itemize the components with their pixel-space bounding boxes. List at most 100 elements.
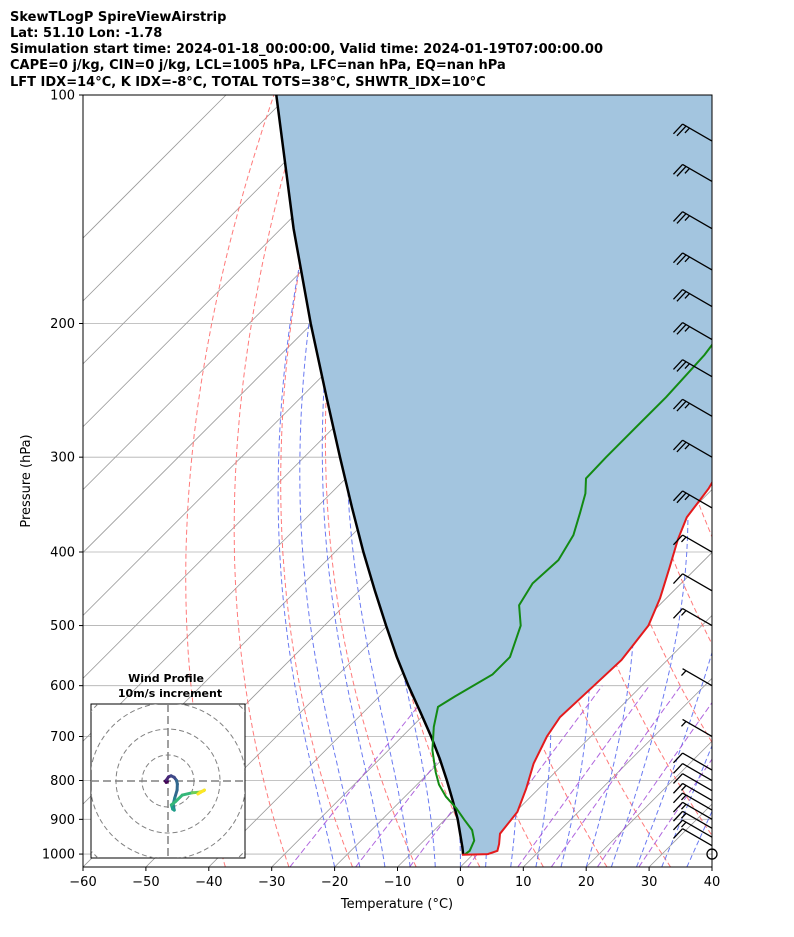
- x-tick-label: −10: [384, 875, 411, 890]
- barb-half-feather: [684, 168, 690, 174]
- barb-feather: [676, 400, 687, 412]
- wind-barb: [672, 752, 713, 771]
- temperature-line: [461, 480, 712, 856]
- barb-feather: [672, 792, 684, 804]
- isotherm-line: [523, 677, 712, 867]
- barb-feather: [672, 752, 684, 764]
- isotherm-line: [83, 95, 353, 365]
- wind-barb: [672, 359, 713, 378]
- barb-half-feather: [680, 670, 687, 676]
- barb-feather: [676, 492, 687, 504]
- mixing-ratio-line: [289, 685, 435, 867]
- barb-feather: [672, 573, 684, 585]
- wind-barb: [672, 810, 713, 829]
- barb-staff: [682, 828, 713, 847]
- barb-half-feather: [684, 127, 690, 134]
- hodograph-subtitle: 10m/s increment: [118, 687, 222, 700]
- barb-feather: [672, 123, 684, 135]
- y-tick-label: 700: [50, 730, 75, 745]
- barb-feather: [672, 828, 684, 839]
- wind-barb: [672, 534, 713, 553]
- mixing-ratio-line: [517, 685, 650, 867]
- barb-feather: [676, 324, 687, 335]
- barb-feather: [676, 441, 687, 453]
- barb-half-feather: [680, 794, 687, 801]
- barb-feather: [676, 291, 687, 302]
- barb-feather: [676, 125, 687, 137]
- barb-staff: [682, 573, 713, 592]
- dry-adiabat: [730, 95, 794, 867]
- barb-feather: [672, 211, 684, 222]
- chart-title-indices-2: LFT IDX=14°C, K IDX=-8°C, TOTAL TOTS=38°…: [10, 75, 486, 90]
- hodograph-trace-segment: [180, 791, 194, 797]
- hodograph-title: Wind Profile: [128, 672, 204, 685]
- calm-wind-circle: [706, 848, 718, 860]
- x-tick-label: 40: [704, 875, 721, 890]
- moist-adiabat: [661, 744, 712, 867]
- x-axis-ticks: −60 −50 −40 −30 −20 −10 0 10 20 30 40: [69, 867, 720, 890]
- x-tick-label: 0: [456, 875, 464, 890]
- barb-half-feather: [684, 215, 690, 221]
- barb-half-feather: [684, 256, 690, 263]
- barb-half-feather: [684, 293, 690, 299]
- barb-staff: [682, 752, 713, 771]
- moist-adiabat: [636, 650, 712, 867]
- x-axis-label: Temperature (°C): [340, 897, 453, 912]
- wind-barb: [680, 668, 713, 687]
- wind-barb: [672, 123, 713, 142]
- barb-half-feather: [684, 363, 690, 369]
- wind-barb: [672, 608, 713, 627]
- wind-barb: [680, 718, 713, 738]
- barb-feather: [676, 361, 687, 372]
- y-axis-label: Pressure (hPa): [19, 434, 34, 527]
- y-tick-label: 200: [50, 317, 75, 332]
- barb-staff: [682, 252, 713, 271]
- barb-feather: [676, 254, 687, 266]
- dewpoint-line: [431, 343, 712, 856]
- chart-title-station: SkewTLogP SpireViewAirstrip: [10, 10, 227, 25]
- wind-barb: [672, 163, 713, 183]
- dry-adiabat: [324, 95, 417, 867]
- barb-staff: [682, 792, 713, 811]
- barb-feather: [672, 773, 684, 784]
- x-tick-label: −20: [321, 875, 348, 890]
- barb-feather: [672, 810, 684, 822]
- wind-barb: [672, 762, 713, 782]
- x-tick-label: 30: [641, 875, 658, 890]
- barb-staff: [682, 810, 713, 829]
- barb-half-feather: [684, 326, 690, 332]
- wind-barb: [672, 782, 713, 802]
- moist-adiabat: [762, 95, 794, 867]
- wind-barb: [672, 398, 713, 417]
- barb-feather: [672, 490, 684, 502]
- moist-adiabat: [277, 269, 336, 867]
- barb-feather: [672, 359, 684, 370]
- wind-barb: [672, 801, 713, 820]
- wind-barb: [672, 792, 713, 811]
- barb-staff: [682, 123, 713, 142]
- barb-half-feather: [680, 785, 687, 791]
- y-axis-ticks: 100 200 300 400 500 600 700 800 900 1000: [42, 89, 83, 863]
- barb-staff: [682, 490, 713, 509]
- barb-half-feather: [680, 803, 687, 810]
- barb-feather: [672, 783, 684, 794]
- y-tick-label: 900: [50, 813, 75, 828]
- parcel-path-line: [275, 95, 465, 855]
- barb-half-feather: [684, 443, 690, 450]
- barb-staff: [682, 322, 713, 341]
- barb-feather: [672, 289, 684, 300]
- chart-title-location: Lat: 51.10 Lon: -1.78: [10, 26, 163, 41]
- dry-adiabat: [763, 95, 794, 867]
- barb-staff: [682, 439, 713, 458]
- negative-area-fill: [276, 95, 712, 855]
- barb-staff: [682, 782, 713, 802]
- barb-feather: [672, 801, 684, 813]
- hodograph-inset: Wind Profile 10m/s increment: [90, 672, 246, 859]
- moist-adiabat: [711, 865, 712, 867]
- x-tick-label: −50: [132, 875, 159, 890]
- x-tick-label: 20: [578, 875, 595, 890]
- barb-feather: [676, 166, 687, 177]
- isotherm-line: [83, 95, 415, 428]
- y-tick-label: 500: [50, 619, 75, 634]
